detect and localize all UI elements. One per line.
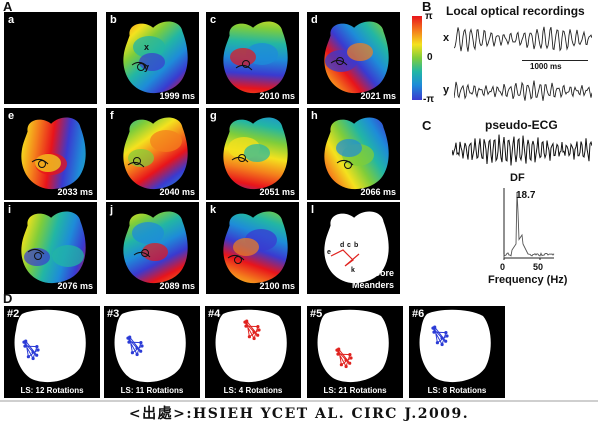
trace-x-waveform xyxy=(454,22,592,56)
tile-time: 2089 ms xyxy=(159,281,195,291)
tile-label: a xyxy=(8,14,14,26)
tile-time: 2010 ms xyxy=(259,91,295,101)
phase-map-tile-k: k 2100 ms xyxy=(206,202,299,294)
colorbar-bottom-label: -π xyxy=(423,94,434,105)
tile-label: c xyxy=(210,14,216,26)
svg-text:b: b xyxy=(354,242,358,249)
phase-map-tile-a: a xyxy=(4,12,97,104)
site-y-marker: y xyxy=(144,62,149,72)
panel-c-letter: C xyxy=(422,118,431,133)
phase-map-tile-h: h 2066 ms xyxy=(307,108,400,200)
rotation-panel-5: #5 LS: 21 Rotations xyxy=(307,306,403,398)
tile-time: 2051 ms xyxy=(259,187,295,197)
rotation-count-caption: LS: 11 Rotations xyxy=(104,386,200,395)
rotation-count-caption: LS: 21 Rotations xyxy=(307,386,403,395)
phase-map-tile-l: e d c b k Core Meanders l xyxy=(307,202,400,294)
core-label: Core xyxy=(373,268,394,278)
figure-source-caption: <出處>:HSIEH YCET AL. CIRC J.2009. xyxy=(0,403,598,427)
phase-map-tile-f: f 2040 ms xyxy=(106,108,199,200)
phase-map-tile-c: c 2010 ms xyxy=(206,12,299,104)
rotation-panel-6: #6 LS: 8 Rotations xyxy=(409,306,505,398)
rotation-panel-4: #4 LS: 4 Rotations xyxy=(205,306,301,398)
pseudo-ecg-waveform xyxy=(452,132,592,168)
meanders-label: Meanders xyxy=(352,280,394,290)
trace-y-label: y xyxy=(443,84,449,96)
svg-text:d: d xyxy=(340,242,344,249)
tile-time: 2066 ms xyxy=(360,187,396,197)
colorbar-mid-label: 0 xyxy=(427,52,433,63)
tile-time: 2021 ms xyxy=(360,91,396,101)
tile-label: g xyxy=(210,110,217,122)
phase-map-tile-e: e 2033 ms xyxy=(4,108,97,200)
optical-recordings-title: Local optical recordings xyxy=(446,4,585,18)
rotation-count-caption: LS: 8 Rotations xyxy=(409,386,505,395)
tile-label: k xyxy=(210,204,216,216)
tile-label: f xyxy=(110,110,114,122)
tile-label: h xyxy=(311,110,318,122)
rotation-panel-number: #4 xyxy=(208,308,220,320)
tile-label: j xyxy=(110,204,113,216)
rotation-panel-number: #2 xyxy=(7,308,19,320)
tile-time: 2033 ms xyxy=(57,187,93,197)
freq-tick-0: 0 xyxy=(500,262,505,272)
phase-map-tile-j: j 2089 ms xyxy=(106,202,199,294)
df-label: DF xyxy=(510,172,525,184)
trace-y-waveform xyxy=(454,74,592,108)
site-x-marker: x xyxy=(144,42,149,52)
phase-map-tile-d: d 2021 ms xyxy=(307,12,400,104)
svg-text:k: k xyxy=(351,267,355,274)
rotation-panel-number: #3 xyxy=(107,308,119,320)
rotation-count-caption: LS: 4 Rotations xyxy=(205,386,301,395)
tile-time: 1999 ms xyxy=(159,91,195,101)
svg-text:c: c xyxy=(347,242,351,249)
tile-label: b xyxy=(110,14,117,26)
freq-axis-label: Frequency (Hz) xyxy=(488,274,567,286)
tile-time: 2076 ms xyxy=(57,281,93,291)
tile-label: l xyxy=(311,204,314,216)
rotation-panel-2: #2 LS: 12 Rotations xyxy=(4,306,100,398)
tile-label: e xyxy=(8,110,14,122)
time-scale-bar xyxy=(522,60,588,61)
freq-tick-50: 50 xyxy=(533,262,543,272)
tile-time: 2100 ms xyxy=(259,281,295,291)
tile-label: d xyxy=(311,14,318,26)
tile-time: 2040 ms xyxy=(159,187,195,197)
phase-colorbar xyxy=(412,16,422,100)
rotation-panel-number: #6 xyxy=(412,308,424,320)
rotation-panel-3: #3 LS: 11 Rotations xyxy=(104,306,200,398)
svg-text:e: e xyxy=(327,249,331,256)
rotation-panel-number: #5 xyxy=(310,308,322,320)
phase-map-tile-g: g 2051 ms xyxy=(206,108,299,200)
pseudo-ecg-title: pseudo-ECG xyxy=(485,118,558,132)
df-value: 18.7 xyxy=(516,190,535,201)
phase-map-tile-i: i 2076 ms xyxy=(4,202,97,294)
tile-label: i xyxy=(8,204,11,216)
time-scale-label: 1000 ms xyxy=(530,62,562,71)
phase-map-tile-b: x y b 1999 ms xyxy=(106,12,199,104)
rotation-count-caption: LS: 12 Rotations xyxy=(4,386,100,395)
colorbar-top-label: π xyxy=(425,11,433,22)
caption-divider xyxy=(0,400,598,402)
trace-x-label: x xyxy=(443,32,449,44)
